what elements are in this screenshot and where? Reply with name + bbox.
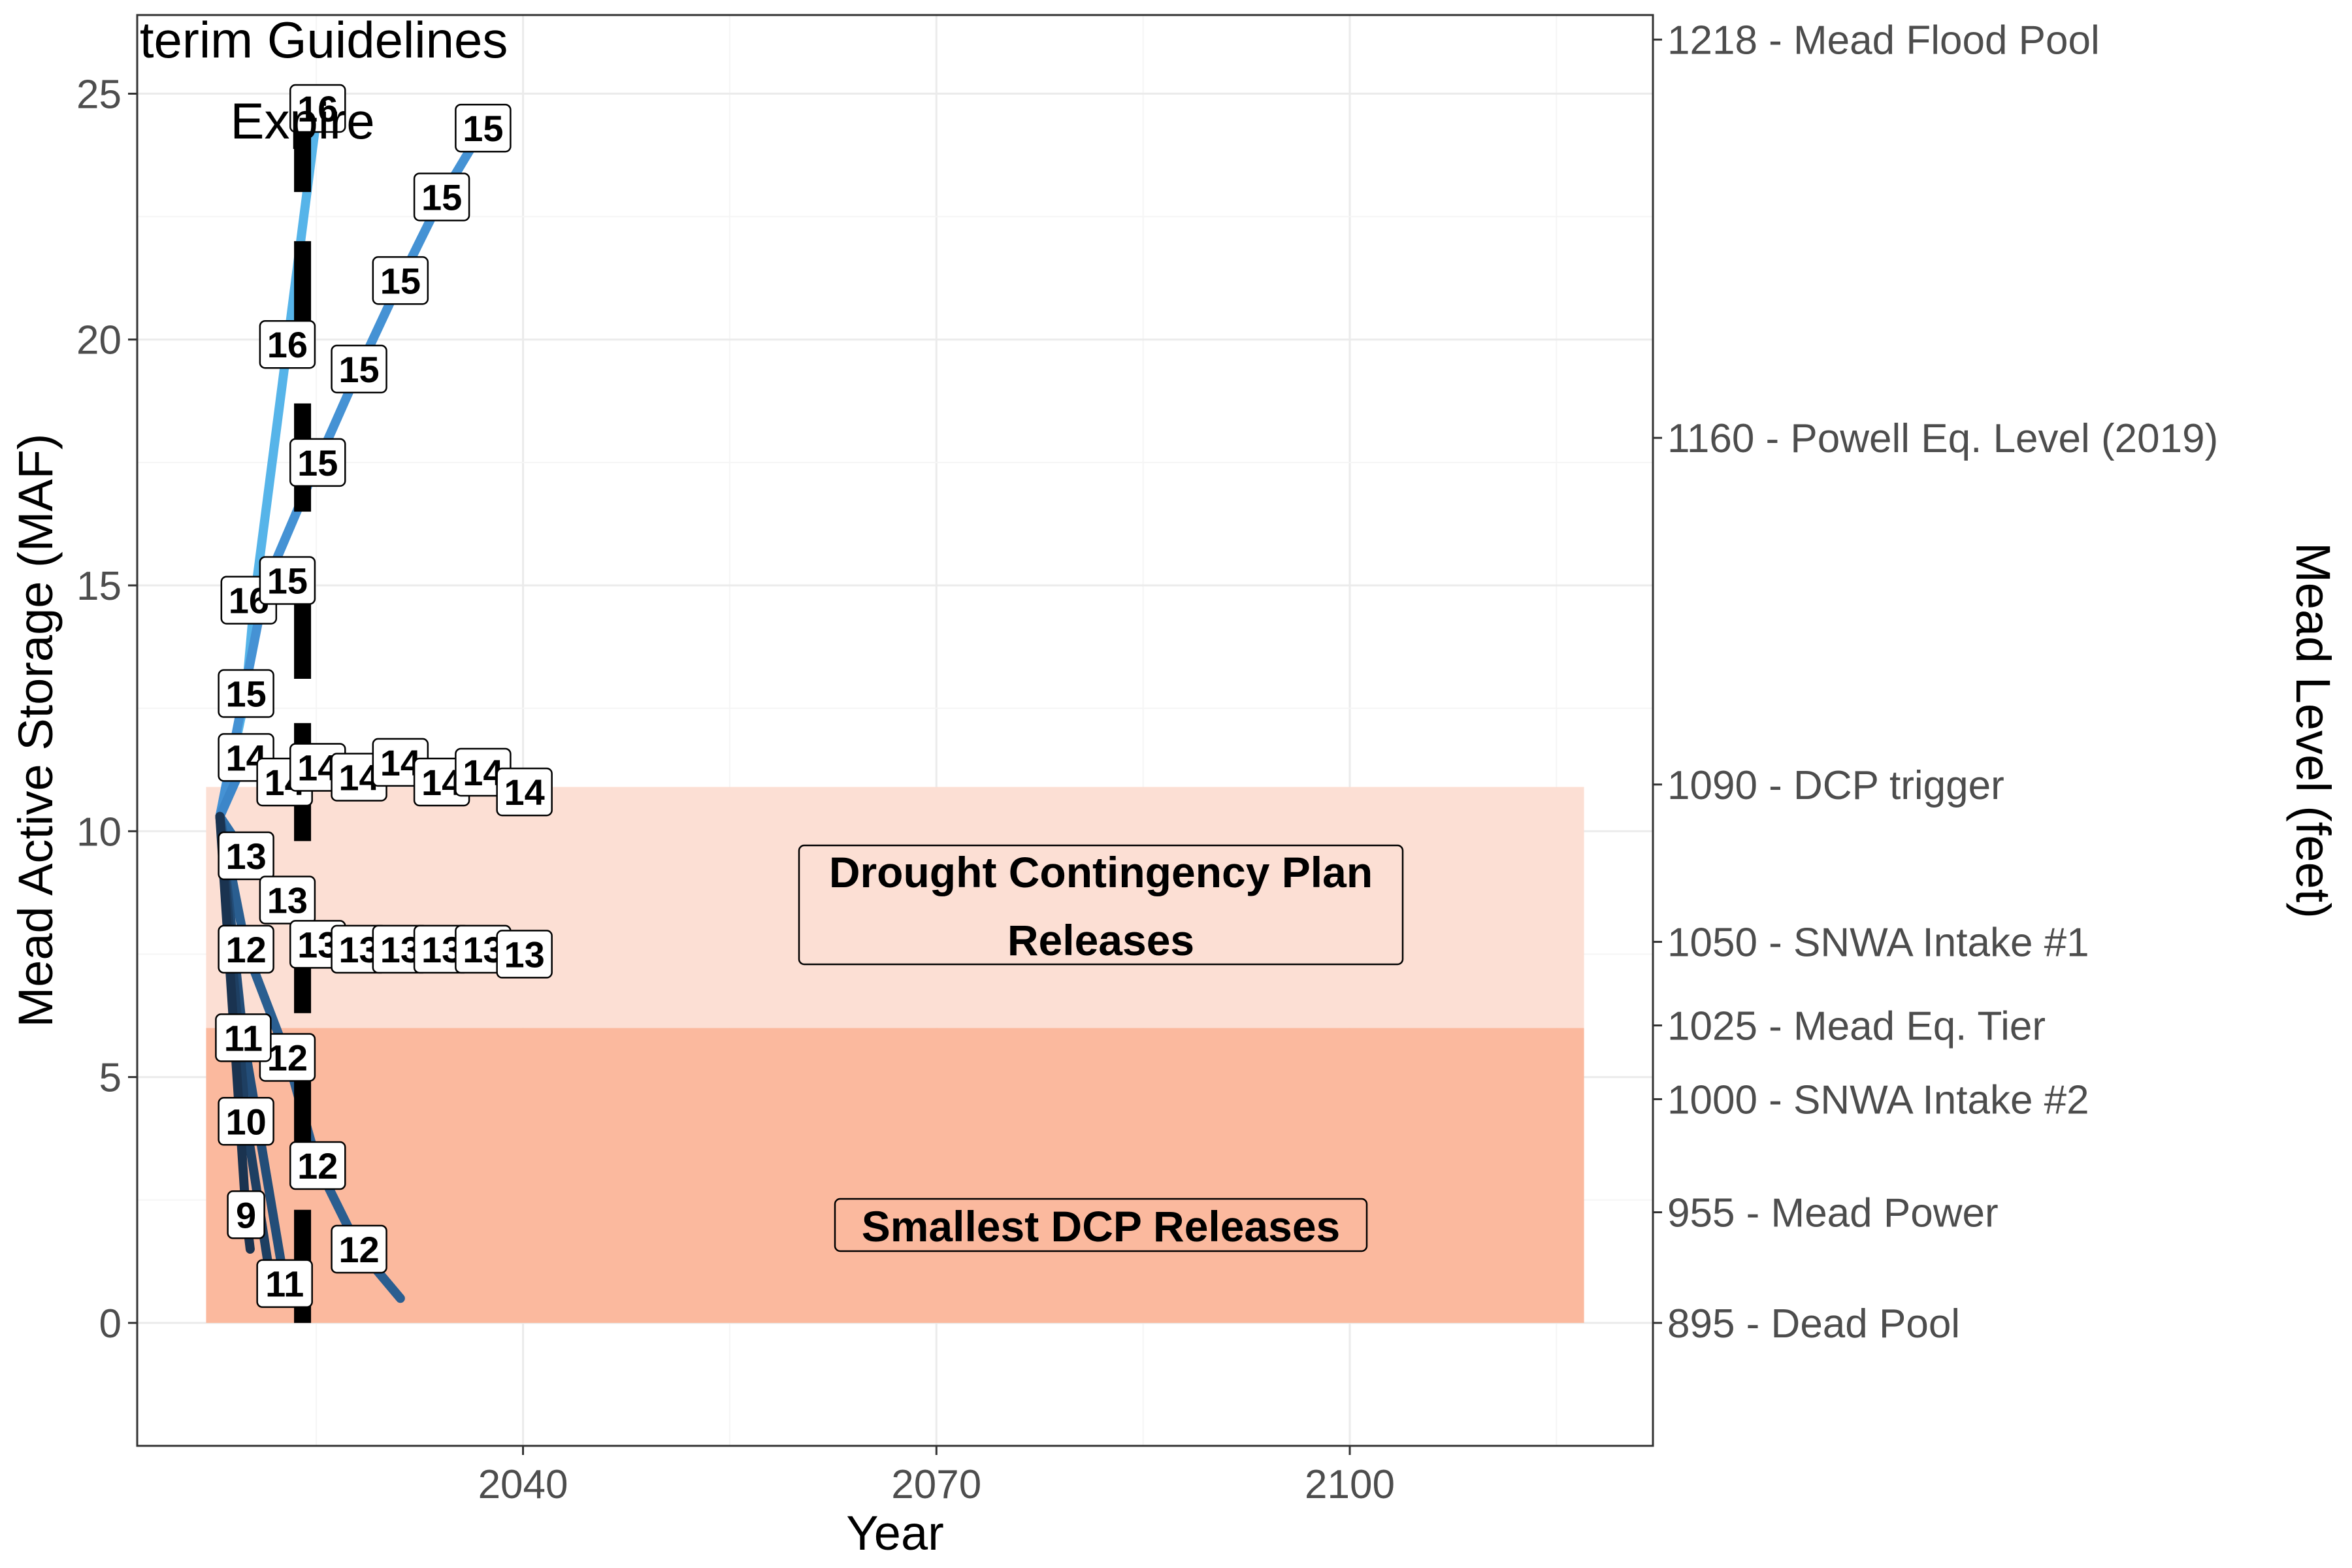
point-label: 16 (259, 319, 316, 369)
point-label-box (331, 344, 387, 394)
point-label: 10 (218, 1097, 274, 1146)
y-tick-label: 5 (99, 1056, 122, 1101)
point-label-box (413, 172, 470, 221)
point-label-box (259, 319, 316, 369)
point-label-box (289, 1141, 346, 1190)
point-label-text: 13 (504, 934, 545, 975)
point-label: 14 (496, 767, 553, 817)
axes: 2040 2070 2100 0 5 10 15 20 25 1218 - Mead Flood … (76, 18, 2218, 1507)
point-label-text: 12 (297, 1145, 338, 1186)
point-label-text: 9 (236, 1194, 256, 1235)
y-tick-label: 25 (76, 72, 122, 117)
point-label: 16 (289, 84, 346, 133)
point-label-box (259, 875, 316, 924)
point-label: 15 (289, 438, 346, 487)
zone-label-box (834, 1198, 1368, 1252)
point-label-text: 11 (224, 1017, 263, 1058)
y-tick-label: 10 (76, 809, 122, 855)
x-tick-label: 2100 (1305, 1462, 1395, 1507)
point-label: 15 (218, 669, 274, 718)
right-tick-label: 1000 - SNWA Intake #2 (1667, 1077, 2089, 1122)
x-axis-title: Year (846, 1506, 944, 1560)
point-label-box (218, 669, 274, 718)
right-tick-label: 1025 - Mead Eq. Tier (1667, 1004, 2046, 1049)
point-label: 14 (256, 757, 313, 807)
point-label-box (289, 84, 346, 133)
zone-band (206, 1028, 1584, 1323)
point-label: 12 (331, 1224, 387, 1274)
point-label: 15 (413, 172, 470, 221)
point-label: 12 (289, 1141, 346, 1190)
right-tick-label: 955 - Mead Power (1667, 1191, 1999, 1236)
point-label-box (227, 1190, 265, 1239)
expire-label: Expire (231, 92, 375, 150)
point-label-box (372, 256, 429, 305)
point-label-text: 13 (267, 880, 308, 921)
point-label-box (331, 1224, 387, 1274)
point-label: 13 (259, 875, 316, 924)
point-label: 11 (215, 1013, 272, 1062)
point-label-text: 15 (225, 674, 266, 715)
point-label-box (496, 767, 553, 817)
point-label-text: 15 (267, 560, 308, 601)
point-label-box (259, 556, 316, 605)
zone-labels: Smallest DCP Releases Drought Contingency… (798, 844, 1404, 1252)
point-label-text: 15 (380, 260, 421, 301)
point-label: 15 (259, 556, 316, 605)
right-tick-label: 1090 - DCP trigger (1667, 763, 2004, 808)
right-tick-label: 1218 - Mead Flood Pool (1667, 18, 2100, 63)
zone-label: Releases (1007, 916, 1194, 964)
y-tick-label: 15 (76, 564, 122, 609)
right-tick-label: 1050 - SNWA Intake #1 (1667, 921, 2089, 966)
point-label-box (289, 438, 346, 487)
y-tick-label: 20 (76, 318, 122, 363)
point-label: 12 (218, 924, 274, 974)
right-tick-label: 1160 - Powell Eq. Level (2019) (1667, 416, 2218, 461)
point-label: 13 (218, 831, 274, 881)
point-label-text: 15 (297, 442, 338, 483)
point-label-text: 12 (338, 1229, 379, 1270)
right-axis-title: Mead Level (feet) (2286, 542, 2340, 919)
point-label-text: 12 (225, 929, 266, 970)
point-label-text: 15 (338, 349, 379, 390)
right-tick-label: 895 - Dead Pool (1667, 1301, 1960, 1347)
x-tick-label: 2070 (891, 1462, 981, 1507)
point-label-text: 14 (504, 772, 545, 813)
point-label-box (455, 103, 512, 153)
point-label-box (218, 831, 274, 881)
point-label: 15 (331, 344, 387, 394)
point-label-box (218, 924, 274, 974)
interim-guidelines-label: Interim Guidelines (97, 11, 508, 69)
point-label-box (256, 1259, 313, 1308)
annotations: Interim Guidelines Expire (97, 11, 508, 150)
zone-label: Smallest DCP Releases (862, 1202, 1341, 1250)
point-label-text: 16 (297, 88, 338, 129)
point-label-text: 10 (225, 1101, 266, 1142)
point-label-text: 11 (265, 1264, 304, 1305)
y-axis-title: Mead Active Storage (MAF) (8, 434, 63, 1028)
point-label: 9 (227, 1190, 265, 1239)
y-tick-label: 0 (99, 1301, 122, 1347)
plot-border (136, 14, 1654, 1447)
point-label-box (496, 930, 553, 979)
point-label: 11 (256, 1259, 313, 1308)
point-label: 15 (455, 103, 512, 153)
point-label-text: 16 (267, 324, 308, 365)
point-label-text: 15 (463, 108, 503, 149)
x-tick-label: 2040 (478, 1462, 568, 1507)
point-label-text: 13 (225, 836, 266, 877)
zone-label-box (798, 844, 1404, 966)
point-label-box (218, 1097, 274, 1146)
point-label: 13 (496, 930, 553, 979)
point-label: 15 (372, 256, 429, 305)
point-label-text: 15 (421, 176, 462, 218)
point-label-text: 12 (267, 1037, 308, 1078)
point-label-box (215, 1013, 272, 1062)
zone-label: Drought Contingency Plan (829, 848, 1373, 896)
